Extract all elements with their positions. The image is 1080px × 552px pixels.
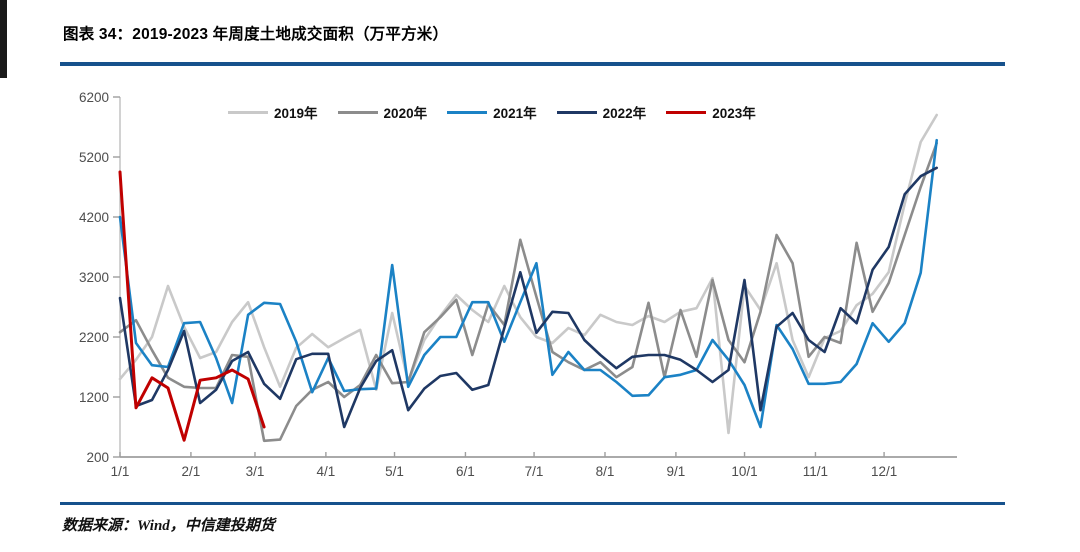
data-source-note: 数据来源：Wind，中信建投期货	[62, 518, 275, 534]
x-axis-tick-label: 10/1	[731, 464, 757, 479]
x-axis-tick-label: 6/1	[456, 464, 475, 479]
legend-swatch	[337, 110, 378, 114]
y-axis-tick-label: 200	[86, 450, 109, 465]
legend-item-2020年: 2020年	[337, 102, 428, 122]
legend-label: 2020年	[383, 106, 428, 121]
y-axis-tick-label: 2200	[79, 330, 109, 345]
x-axis-tick-label: 7/1	[525, 464, 544, 479]
legend-label: 2023年	[712, 106, 756, 121]
series-line-2022年	[118, 166, 939, 429]
x-axis-tick-label: 9/1	[667, 464, 686, 479]
page-edge-bar	[0, 0, 7, 78]
x-axis-tick-label: 12/1	[871, 464, 897, 479]
legend-swatch	[447, 110, 488, 114]
x-axis-tick-label: 1/1	[111, 464, 130, 479]
x-axis-tick-label: 2/1	[182, 464, 201, 479]
chart-legend: 2019年 2020年 2021年 2022年 2023年	[228, 102, 756, 122]
series-line-2023年	[118, 170, 266, 442]
series-line-2019年	[118, 113, 939, 435]
legend-swatch	[228, 110, 268, 114]
title-divider-rule	[60, 62, 1005, 66]
footer-divider-rule	[60, 502, 1005, 505]
legend-label: 2022年	[602, 106, 647, 121]
y-axis-tick-label: 1200	[79, 390, 109, 405]
series-line-2020年	[118, 141, 939, 443]
x-axis-tick-label: 11/1	[803, 464, 828, 479]
legend-item-2019年: 2019年	[228, 102, 318, 122]
y-axis-tick-label: 5200	[79, 150, 109, 165]
chart-title: 图表 34：2019-2023 年周度土地成交面积（万平方米）	[63, 26, 449, 43]
y-axis-tick-label: 4200	[79, 210, 109, 225]
x-axis-tick-label: 8/1	[596, 464, 615, 479]
y-axis-tick-label: 3200	[79, 270, 109, 285]
legend-item-2023年: 2023年	[666, 102, 756, 122]
x-axis-tick-label: 4/1	[316, 464, 335, 479]
chart-canvas: 200 1200 2200 3200 4200 5200 6200 1/1 2/1 3/1 4/1 5…	[79, 90, 957, 479]
legend-item-2021年: 2021年	[447, 102, 537, 122]
series-line-2021年	[118, 138, 939, 429]
y-axis-tick-label: 6200	[79, 90, 109, 105]
legend-label: 2021年	[493, 106, 537, 121]
x-axis-tick-label: 3/1	[246, 464, 265, 479]
legend-swatch	[556, 110, 597, 114]
legend-label: 2019年	[274, 106, 318, 121]
x-axis-tick-label: 5/1	[385, 464, 404, 479]
legend-item-2022年: 2022年	[556, 102, 647, 122]
legend-swatch	[666, 110, 707, 114]
